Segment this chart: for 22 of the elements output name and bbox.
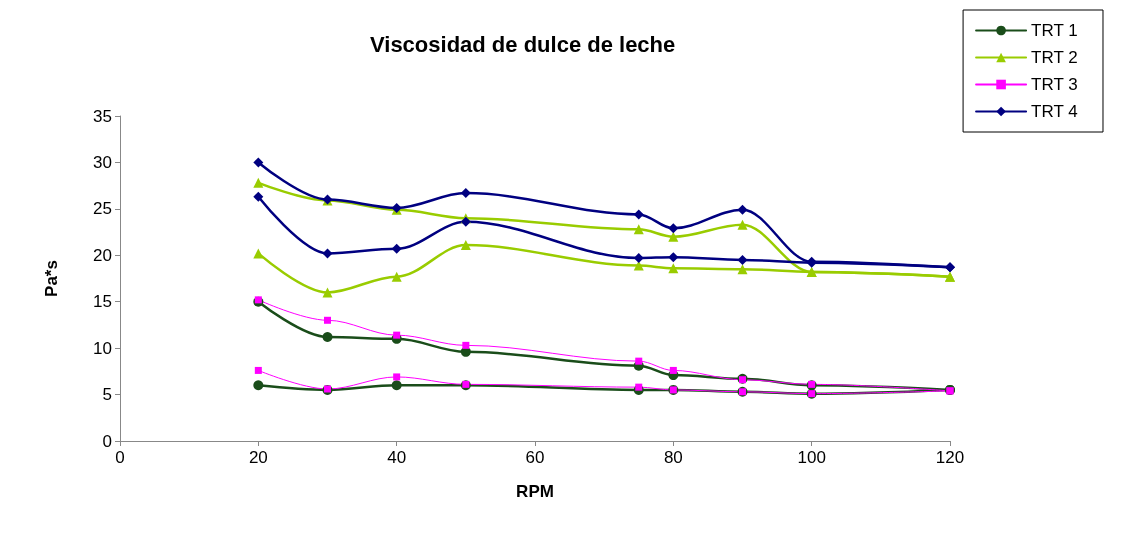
y-tick-label: 20	[93, 245, 112, 265]
y-tick-label: 0	[102, 431, 112, 451]
y-tick-label: 35	[93, 106, 112, 126]
x-tick-label: 40	[387, 448, 407, 467]
y-axis-title: Pa*s	[42, 260, 61, 297]
y-tick-label: 5	[102, 385, 112, 405]
y-tick-label: 10	[93, 338, 112, 358]
legend-label: TRT 4	[1031, 102, 1078, 121]
x-tick-label: 100	[797, 448, 826, 467]
x-axis-title: RPM	[516, 482, 554, 501]
y-tick-label: 30	[93, 152, 112, 172]
legend-label: TRT 1	[1031, 21, 1078, 40]
x-tick-label: 60	[525, 448, 545, 467]
x-tick-label: 20	[248, 448, 268, 467]
y-tick-label: 25	[93, 199, 112, 219]
chart-title: Viscosidad de dulce de leche	[370, 31, 676, 57]
legend-label: TRT 3	[1031, 75, 1078, 94]
y-tick-label: 15	[93, 292, 112, 312]
x-tick-label: 120	[935, 448, 965, 467]
legend-label: TRT 2	[1031, 48, 1078, 67]
x-tick-label: 0	[115, 448, 125, 467]
x-tick-label: 80	[663, 448, 683, 467]
